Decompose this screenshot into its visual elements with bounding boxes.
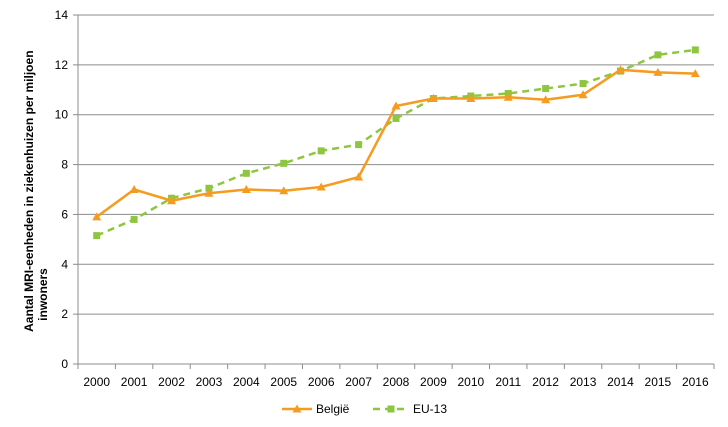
data-point-triangle (279, 186, 289, 195)
legend-label-eu13: EU-13 (413, 402, 447, 416)
x-tick-label: 2016 (682, 375, 709, 389)
data-point-square (392, 114, 400, 122)
x-tick-labels: 2000 2001 2002 2003 2004 2005 2006 2007 2008 2009… (83, 375, 709, 389)
legend-marker-eu13 (387, 405, 395, 413)
data-point-square (579, 80, 587, 88)
legend-marker-belgie (292, 404, 302, 413)
y-tick-labels: 0 2 4 6 8 10 12 14 (55, 8, 69, 371)
x-tick-label: 2013 (570, 375, 597, 389)
y-tick-label: 4 (61, 257, 68, 271)
x-tick-label: 2001 (121, 375, 148, 389)
legend-item-belgie: België (282, 402, 350, 416)
x-tick-label: 2002 (158, 375, 185, 389)
data-point-square (317, 147, 325, 155)
x-tick-label: 2007 (345, 375, 372, 389)
data-point-triangle (204, 188, 214, 197)
x-tick-label: 2010 (457, 375, 484, 389)
data-point-triangle (541, 95, 551, 104)
data-point-triangle (167, 196, 177, 205)
data-point-triangle (129, 185, 139, 193)
data-point-triangle (241, 185, 251, 193)
data-point-triangle (653, 67, 663, 76)
x-tick-label: 2011 (495, 375, 521, 389)
data-point-square (280, 159, 288, 167)
data-point-square (654, 51, 662, 59)
x-tick-label: 2003 (196, 375, 223, 389)
data-point-triangle (391, 101, 401, 110)
data-point-square (93, 232, 101, 240)
y-tick-label: 8 (61, 158, 68, 172)
data-point-triangle (503, 92, 513, 101)
x-tick-label: 2006 (308, 375, 335, 389)
x-tick-label: 2005 (270, 375, 297, 389)
data-point-triangle (615, 65, 625, 74)
data-point-triangle (354, 172, 364, 181)
x-tick-label: 2012 (532, 375, 559, 389)
data-point-triangle (92, 212, 102, 221)
data-point-triangle (690, 69, 700, 78)
axes (73, 14, 715, 369)
x-tick-label: 2008 (383, 375, 410, 389)
y-axis-label: Aantal MRI-eenheden in ziekenhuizen per … (22, 47, 50, 332)
series-belgie (92, 65, 700, 221)
series-line (96, 48, 696, 237)
data-point-square (130, 215, 138, 223)
series-eu13 (93, 46, 699, 240)
series-layer (92, 46, 700, 240)
y-axis-label-line-1: Aantal MRI-eenheden in ziekenhuizen per … (22, 50, 36, 331)
legend: België EU-13 (282, 402, 447, 416)
x-tick-label: 2009 (420, 375, 447, 389)
data-point-triangle (578, 90, 588, 99)
data-point-triangle (428, 94, 438, 103)
data-point-triangle (466, 94, 476, 103)
legend-label-belgie: België (316, 402, 350, 416)
x-tick-label: 2015 (645, 375, 672, 389)
y-tick-label: 6 (61, 207, 68, 221)
y-tick-label: 14 (55, 8, 69, 22)
data-point-square (542, 85, 550, 93)
y-tick-label: 2 (61, 307, 68, 321)
y-tick-label: 0 (61, 357, 68, 371)
data-point-triangle (316, 182, 326, 191)
x-tick-label: 2000 (83, 375, 110, 389)
data-point-square (242, 169, 250, 177)
x-tick-label: 2014 (607, 375, 634, 389)
gridlines (78, 14, 714, 315)
y-axis-label-line-2: inwoners (36, 268, 50, 321)
data-point-square (691, 46, 699, 54)
y-tick-label: 10 (55, 108, 69, 122)
y-tick-label: 12 (55, 58, 69, 72)
legend-item-eu13: EU-13 (373, 402, 447, 416)
data-point-square (355, 141, 363, 149)
data-point-square (205, 184, 213, 192)
x-tick-label: 2004 (233, 375, 260, 389)
